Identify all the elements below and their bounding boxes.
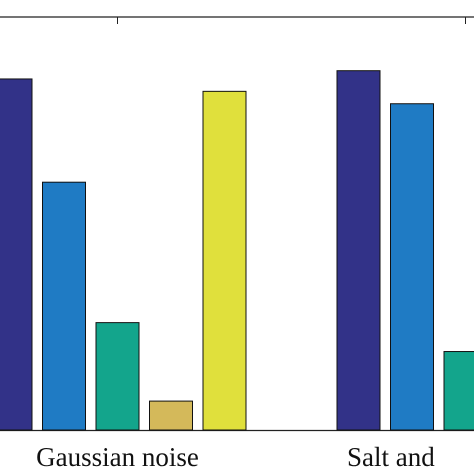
bar	[443, 351, 474, 431]
bar	[149, 400, 193, 431]
bar	[42, 181, 86, 431]
bar	[95, 322, 140, 431]
bar	[336, 70, 381, 431]
bar	[390, 103, 434, 431]
bar	[0, 78, 33, 431]
x-tick-label: Gaussian noise	[36, 442, 199, 472]
x-tick-label: Salt and	[347, 442, 435, 472]
bar	[202, 90, 247, 431]
